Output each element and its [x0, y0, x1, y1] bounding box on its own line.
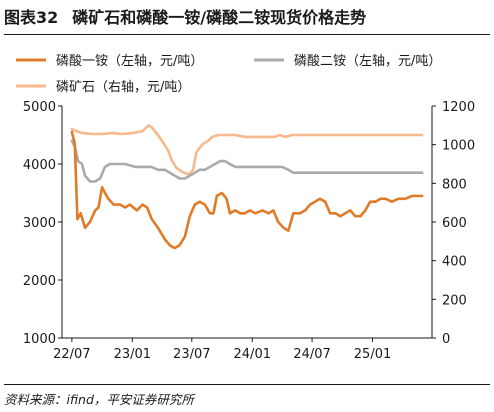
- legend: 磷酸一铵（左轴，元/吨） 磷酸二铵（左轴，元/吨） 磷矿石（右轴，元/吨）: [16, 54, 441, 95]
- right-tick-label: 600: [442, 216, 467, 231]
- series-line-2: [70, 124, 424, 175]
- axis-frame: [61, 106, 433, 339]
- left-tick-label: 3000: [23, 216, 56, 231]
- x-tick-label: 25/01: [354, 347, 391, 362]
- series-line-0: [70, 130, 424, 250]
- series-line-1: [70, 139, 424, 183]
- right-tick-label: 1200: [442, 100, 475, 115]
- price-chart: 磷酸一铵（左轴，元/吨） 磷酸二铵（左轴，元/吨） 磷矿石（右轴，元/吨） 1000…: [16, 54, 475, 362]
- left-tick-label: 5000: [23, 100, 56, 115]
- x-tick-label: 23/07: [173, 347, 210, 362]
- figure-title: 图表32 磷矿石和磷酸一铵/磷酸二铵现货价格走势: [4, 4, 366, 28]
- right-tick-label: 400: [442, 255, 467, 270]
- right-tick-label: 1000: [442, 139, 475, 154]
- left-tick-label: 1000: [23, 332, 56, 347]
- right-tick-label: 800: [442, 177, 467, 192]
- axes: 1000 2000 3000 4000 5000 0 200 400 600 800 1000 120…: [23, 100, 475, 362]
- left-tick-label: 2000: [23, 274, 56, 289]
- x-tick-label: 22/07: [53, 347, 90, 362]
- right-tick-label: 0: [442, 332, 450, 347]
- x-tick-label: 24/01: [234, 347, 271, 362]
- series-lines: [70, 124, 424, 250]
- figure-number: 图表32: [4, 8, 59, 27]
- source-note: 资料来源：ifind，平安证券研究所: [4, 384, 490, 408]
- left-tick-label: 4000: [23, 158, 56, 173]
- figure-title-text: 磷矿石和磷酸一铵/磷酸二铵现货价格走势: [72, 8, 367, 27]
- x-tick-label: 23/01: [114, 347, 151, 362]
- right-tick-label: 200: [442, 293, 467, 308]
- x-tick-label: 24/07: [293, 347, 330, 362]
- legend-label-1: 磷酸二铵（左轴，元/吨）: [294, 54, 441, 69]
- legend-label-0: 磷酸一铵（左轴，元/吨）: [56, 54, 203, 69]
- legend-label-2: 磷矿石（右轴，元/吨）: [56, 80, 190, 95]
- title-bar: [4, 4, 490, 35]
